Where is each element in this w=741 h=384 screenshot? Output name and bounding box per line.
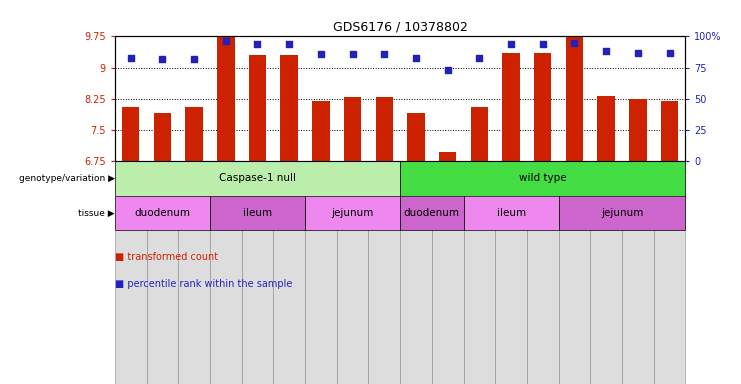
Text: tissue ▶: tissue ▶ [79, 209, 115, 217]
Bar [122, 107, 139, 161]
Bar [147, 161, 179, 384]
Text: ileum: ileum [496, 208, 525, 218]
Text: genotype/variation ▶: genotype/variation ▶ [19, 174, 115, 183]
Text: ■ percentile rank within the sample: ■ percentile rank within the sample [115, 279, 292, 289]
Text: duodenum: duodenum [404, 208, 460, 218]
Bar [559, 161, 591, 384]
Point [251, 41, 264, 47]
Bar [432, 161, 464, 384]
Bar [153, 113, 171, 161]
Bar [242, 161, 273, 384]
Point [220, 38, 232, 45]
Bar [312, 101, 330, 161]
Point [664, 50, 676, 56]
Bar [305, 195, 400, 230]
Bar [464, 161, 495, 384]
Bar [344, 98, 362, 161]
Point [379, 51, 391, 57]
Point [442, 67, 453, 73]
Bar [661, 101, 678, 161]
Bar [464, 195, 559, 230]
Point [505, 41, 517, 47]
Bar [654, 161, 685, 384]
Point [283, 41, 295, 47]
Bar [115, 161, 400, 195]
Bar [249, 55, 266, 161]
Bar [376, 98, 393, 161]
Point [156, 56, 168, 62]
Bar [400, 195, 464, 230]
Point [124, 55, 136, 61]
Point [568, 40, 580, 46]
Bar [305, 161, 336, 384]
Bar [566, 37, 583, 161]
Bar [400, 161, 432, 384]
Bar [559, 195, 685, 230]
Point [473, 55, 485, 61]
Bar [115, 195, 210, 230]
Bar [115, 161, 147, 384]
Text: wild type: wild type [519, 173, 567, 183]
Text: ■ transformed count: ■ transformed count [115, 252, 218, 262]
Bar [534, 53, 551, 161]
Text: duodenum: duodenum [134, 208, 190, 218]
Text: jejunum: jejunum [601, 208, 643, 218]
Bar [502, 53, 519, 161]
Point [347, 51, 359, 57]
Point [632, 50, 644, 56]
Bar [273, 161, 305, 384]
Bar [210, 161, 242, 384]
Bar [471, 107, 488, 161]
Title: GDS6176 / 10378802: GDS6176 / 10378802 [333, 21, 468, 34]
Point [188, 56, 200, 62]
Bar [527, 161, 559, 384]
Bar [495, 161, 527, 384]
Bar [185, 107, 203, 161]
Point [536, 41, 548, 47]
Text: jejunum: jejunum [331, 208, 373, 218]
Bar [629, 99, 647, 161]
Text: ileum: ileum [243, 208, 272, 218]
Text: Caspase-1 null: Caspase-1 null [219, 173, 296, 183]
Point [600, 48, 612, 55]
Bar [281, 55, 298, 161]
Bar [591, 161, 622, 384]
Bar [439, 152, 456, 161]
Bar [622, 161, 654, 384]
Bar [179, 161, 210, 384]
Point [315, 51, 327, 57]
Bar [217, 37, 234, 161]
Bar [368, 161, 400, 384]
Bar [408, 113, 425, 161]
Bar [400, 161, 685, 195]
Bar [336, 161, 368, 384]
Bar [597, 96, 615, 161]
Bar [210, 195, 305, 230]
Point [410, 55, 422, 61]
